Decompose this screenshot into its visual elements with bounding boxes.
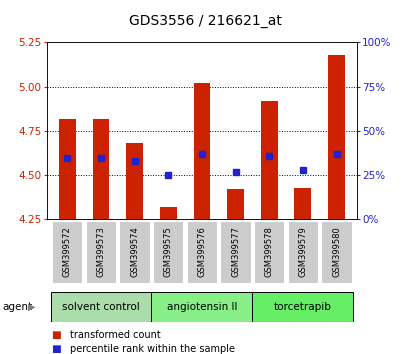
Text: solvent control: solvent control	[62, 302, 139, 312]
Bar	[227, 189, 243, 219]
Text: percentile rank within the sample: percentile rank within the sample	[70, 344, 234, 354]
Text: ■: ■	[51, 344, 61, 354]
Text: angiotensin II: angiotensin II	[166, 302, 236, 312]
Text: GSM399578: GSM399578	[264, 226, 273, 277]
Bar	[193, 83, 210, 219]
FancyBboxPatch shape	[220, 221, 250, 283]
FancyBboxPatch shape	[254, 221, 284, 283]
FancyBboxPatch shape	[85, 221, 116, 283]
FancyBboxPatch shape	[252, 292, 353, 322]
FancyBboxPatch shape	[187, 221, 216, 283]
Bar	[260, 101, 277, 219]
FancyBboxPatch shape	[321, 221, 351, 283]
Text: GSM399576: GSM399576	[197, 226, 206, 277]
Bar	[327, 55, 344, 219]
Bar	[294, 188, 310, 219]
Text: GSM399579: GSM399579	[298, 226, 307, 277]
Bar	[59, 119, 76, 219]
Text: transformed count: transformed count	[70, 330, 160, 339]
FancyBboxPatch shape	[287, 221, 317, 283]
Bar	[92, 119, 109, 219]
Text: GSM399575: GSM399575	[163, 226, 172, 277]
FancyBboxPatch shape	[50, 292, 151, 322]
Text: GSM399574: GSM399574	[130, 226, 139, 277]
Text: GSM399577: GSM399577	[231, 226, 240, 277]
Text: GSM399572: GSM399572	[63, 226, 72, 277]
FancyBboxPatch shape	[52, 221, 82, 283]
Text: ■: ■	[51, 330, 61, 339]
Text: agent: agent	[2, 302, 32, 312]
FancyBboxPatch shape	[153, 221, 183, 283]
Text: GDS3556 / 216621_at: GDS3556 / 216621_at	[128, 14, 281, 28]
FancyBboxPatch shape	[119, 221, 149, 283]
Text: torcetrapib: torcetrapib	[273, 302, 331, 312]
Text: GSM399573: GSM399573	[96, 226, 105, 277]
Bar	[160, 207, 176, 219]
Text: ▶: ▶	[28, 302, 35, 312]
Bar	[126, 143, 143, 219]
FancyBboxPatch shape	[151, 292, 252, 322]
Text: GSM399580: GSM399580	[331, 226, 340, 277]
